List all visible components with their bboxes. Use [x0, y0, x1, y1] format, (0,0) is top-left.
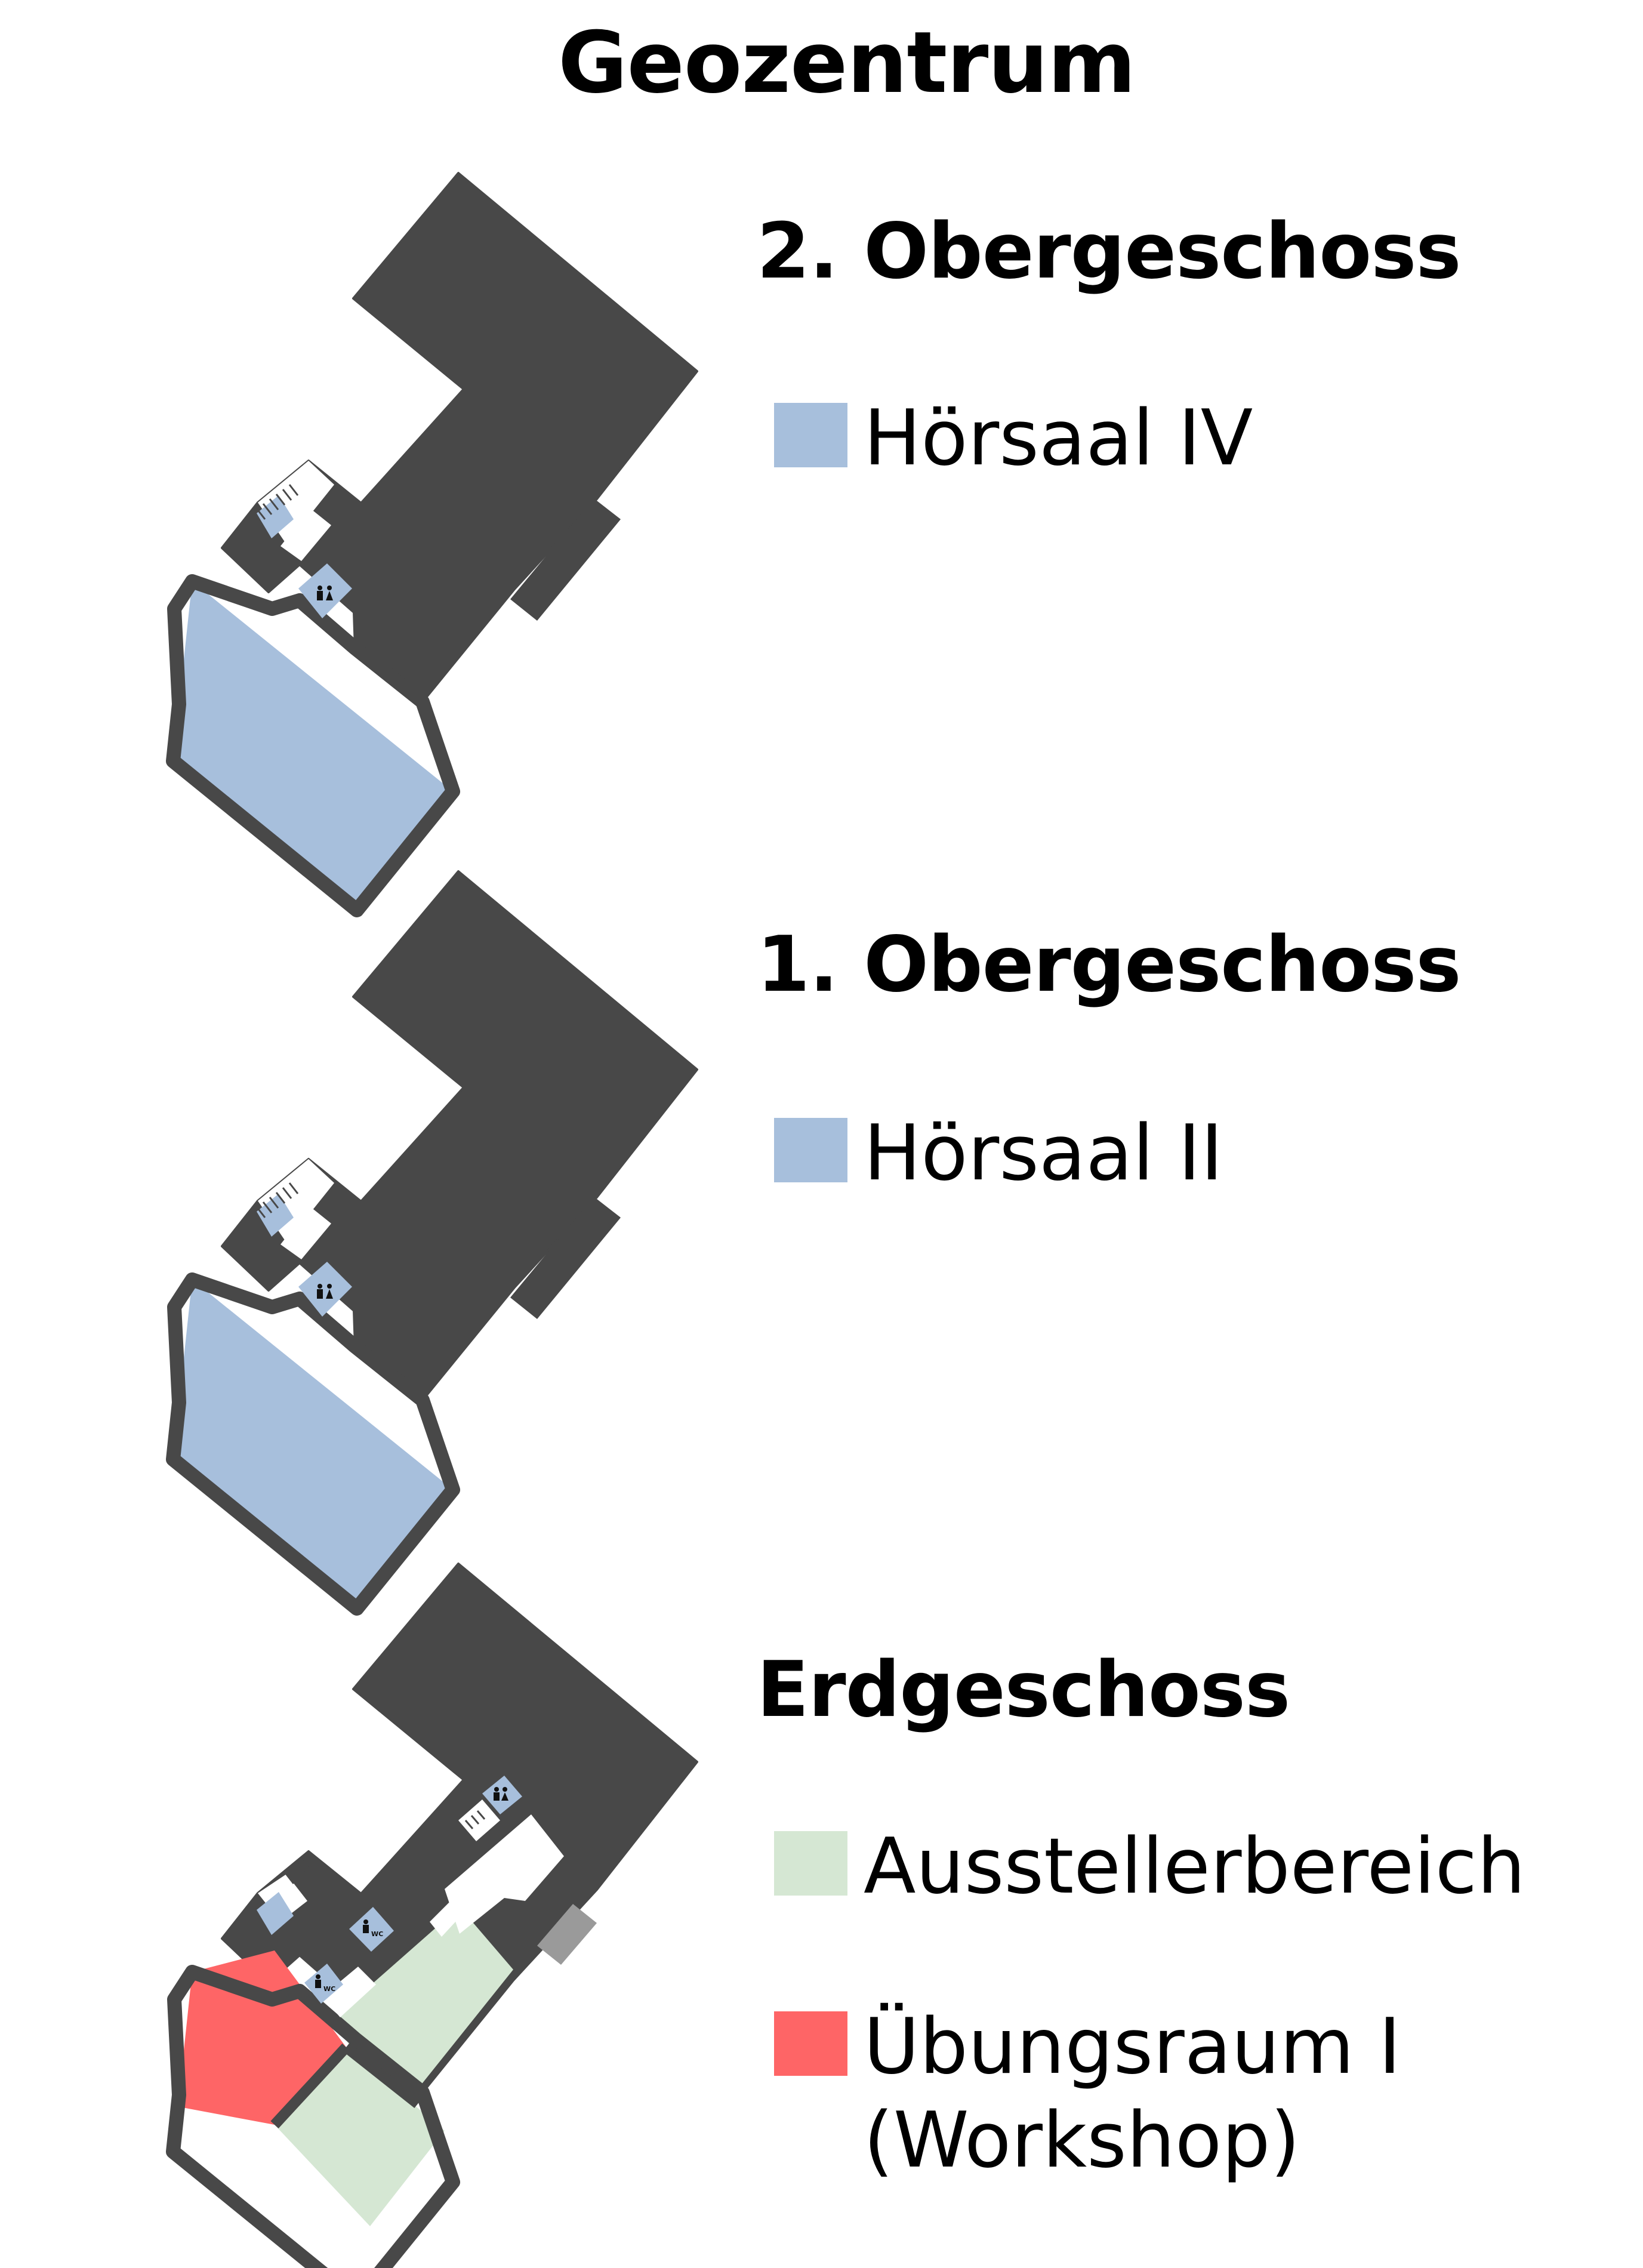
floor-title-eg: Erdgeschoss — [757, 1645, 1290, 1734]
legend-swatch-lecture-hall — [774, 403, 847, 467]
floor-title-2og: 2. Obergeschoss — [757, 207, 1462, 296]
legend-label-line1: Übungsraum I — [864, 2002, 1401, 2091]
legend-label: Hörsaal IV — [864, 394, 1253, 483]
legend-swatch-exhibitor-area — [774, 1831, 847, 1896]
floor-title-1og: 1. Obergeschoss — [757, 920, 1462, 1009]
ground-floor-plan — [173, 1564, 697, 2268]
legend-swatch-lecture-hall — [774, 1118, 847, 1182]
floor-2-plan — [173, 173, 697, 910]
floor-1-plan — [173, 871, 697, 1608]
legend-label: Hörsaal II — [864, 1109, 1223, 1198]
legend-label: Ausstellerbereich — [864, 1822, 1526, 1911]
map-title: Geozentrum — [558, 14, 1136, 112]
legend-swatch-workshop — [774, 2011, 847, 2076]
legend-label-line2: (Workshop) — [864, 2096, 1300, 2185]
